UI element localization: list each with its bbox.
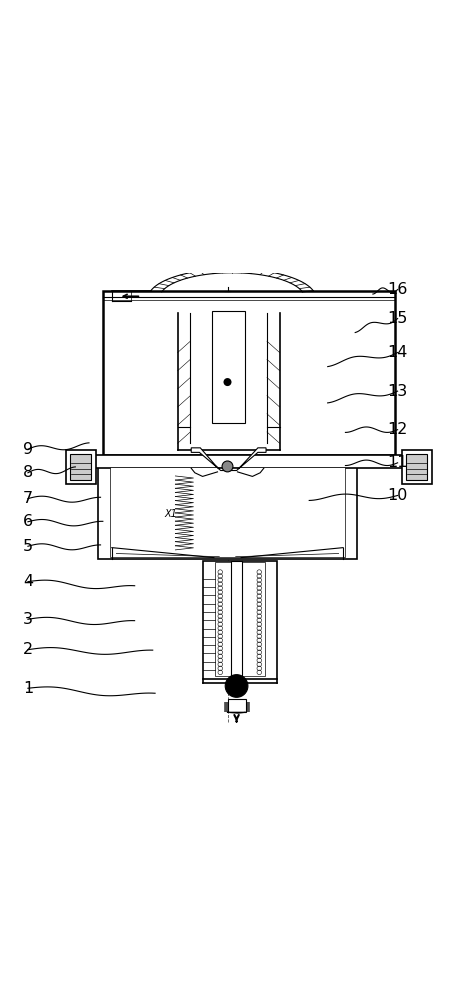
Bar bbox=[66, 450, 96, 484]
Bar bbox=[215, 562, 265, 676]
Text: 11: 11 bbox=[387, 455, 408, 470]
Bar bbox=[228, 699, 246, 712]
Text: X1: X1 bbox=[164, 509, 177, 519]
Text: 6: 6 bbox=[23, 514, 33, 529]
Text: 5: 5 bbox=[23, 539, 33, 554]
Circle shape bbox=[225, 675, 248, 697]
Bar bbox=[70, 454, 91, 480]
Bar bbox=[76, 455, 422, 468]
Text: 3: 3 bbox=[23, 612, 33, 627]
Text: 13: 13 bbox=[388, 384, 408, 399]
Text: 4: 4 bbox=[23, 574, 33, 589]
Bar bbox=[406, 454, 427, 480]
Bar bbox=[231, 561, 242, 679]
Bar bbox=[103, 291, 395, 455]
Text: 12: 12 bbox=[387, 422, 408, 437]
Bar bbox=[98, 465, 357, 559]
Circle shape bbox=[222, 461, 233, 472]
Text: 8: 8 bbox=[23, 465, 33, 480]
Text: 14: 14 bbox=[387, 345, 408, 360]
Text: 15: 15 bbox=[387, 311, 408, 326]
Text: 1: 1 bbox=[23, 681, 33, 696]
Bar bbox=[402, 450, 432, 484]
Circle shape bbox=[224, 379, 231, 385]
Text: 16: 16 bbox=[387, 282, 408, 297]
Text: 10: 10 bbox=[387, 488, 408, 503]
Text: 7: 7 bbox=[23, 491, 33, 506]
Bar bbox=[110, 467, 345, 557]
Bar bbox=[202, 561, 278, 679]
Polygon shape bbox=[191, 448, 266, 471]
Text: 9: 9 bbox=[23, 442, 33, 457]
Bar bbox=[212, 311, 245, 423]
Text: 2: 2 bbox=[23, 642, 33, 657]
